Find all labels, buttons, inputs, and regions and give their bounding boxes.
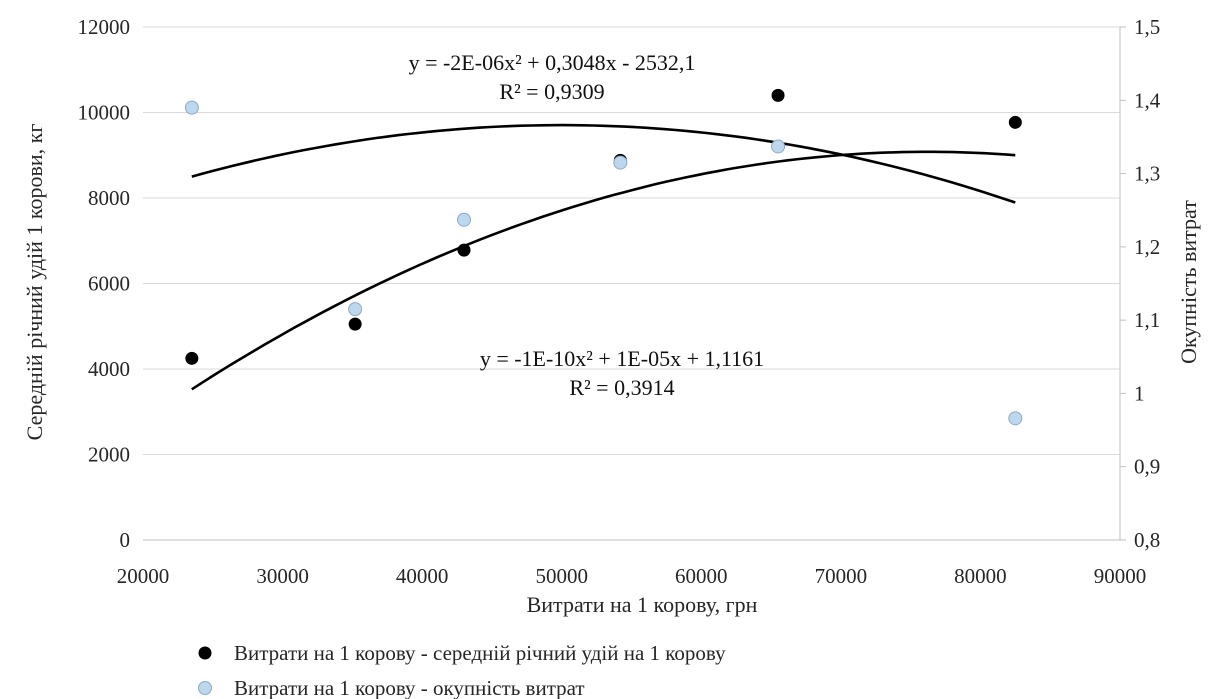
x-tick-label: 80000 [954,564,1007,588]
x-tick-label: 30000 [256,564,309,588]
y-tick-label: 4000 [88,357,130,381]
y2-tick-label: 1,5 [1134,15,1160,39]
point-payback [1008,411,1023,426]
x-tick-label: 70000 [815,564,868,588]
y-tick-label: 2000 [88,443,130,467]
point-yield [185,351,199,365]
x-tick-label: 20000 [117,564,170,588]
x-tick-label: 40000 [396,564,449,588]
point-payback [613,155,628,170]
trendline-r2-yield: R² = 0,9309 [499,79,604,104]
trendline-equation-yield: y = -2E-06x² + 0,3048x - 2532,1 [409,50,696,75]
gridlines [143,26,1126,541]
legend-marker-payback [198,681,212,695]
data-points [184,88,1023,426]
y-tick-label: 6000 [88,272,130,296]
y2-tick-label: 1 [1134,381,1145,405]
trendline-equation-payback: y = -1E-10x² + 1E-05x + 1,1161 [480,346,764,371]
y-tick-label: 12000 [78,15,131,39]
trendline-payback [191,123,1016,204]
y-axis-title: Середній річний удій 1 корови, кг [22,124,47,441]
y-tick-label: 10000 [78,101,131,125]
y2-tick-label: 0,9 [1134,455,1160,479]
x-tick-label: 90000 [1094,564,1147,588]
point-payback [457,212,472,227]
legend: Витрати на 1 корову - середній річний уд… [198,641,726,699]
y2-tick-label: 1,3 [1134,162,1160,186]
x-axis-title: Витрати на 1 корову, грн [527,592,758,617]
x-tick-label: 60000 [675,564,728,588]
y2-axis-title: Окупність витрат [1176,200,1201,364]
trendlines [191,123,1016,391]
y-tick-label: 8000 [88,186,130,210]
y2-tick-label: 1,1 [1134,308,1160,332]
y2-tick-label: 1,4 [1134,88,1161,112]
x-tick-label: 50000 [535,564,588,588]
trendline-r2-payback: R² = 0,3914 [569,375,674,400]
point-yield [1008,115,1022,129]
point-yield [348,317,362,331]
point-yield [771,88,785,102]
y2-tick-label: 0,8 [1134,528,1160,552]
point-payback [184,100,199,115]
point-yield [457,243,471,257]
y-tick-label: 0 [120,528,131,552]
y2-tick-label: 1,2 [1134,235,1160,259]
point-payback [771,139,786,154]
legend-label-payback: Витрати на 1 корову - окупність витрат [234,676,585,699]
tick-labels: 20000 30000 40000 50000 60000 70000 80000 90000… [78,15,1161,588]
legend-label-yield: Витрати на 1 корову - середній річний уд… [234,641,726,665]
legend-marker-yield [198,646,212,660]
trendline-yield [191,150,1016,391]
point-payback [348,302,363,317]
